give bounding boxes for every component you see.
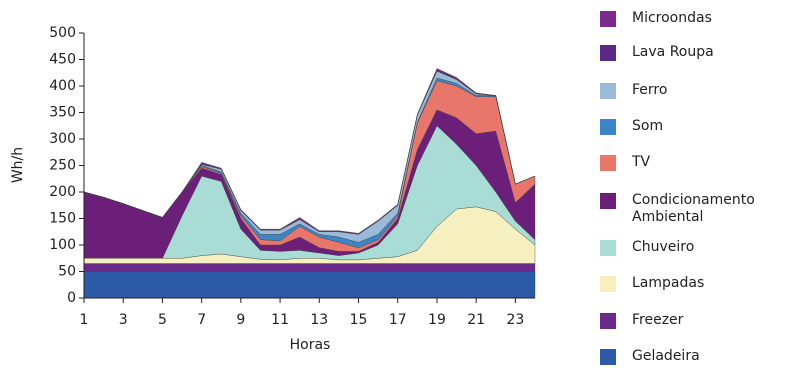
areas [83, 68, 536, 299]
x-tick-label: 17 [389, 312, 407, 328]
legend-label: Som [632, 118, 664, 134]
x-tick-label: 15 [350, 312, 368, 328]
y-tick-label: 450 [49, 52, 76, 68]
x-tick-label: 21 [467, 312, 485, 328]
legend-label: Microondas [632, 10, 712, 26]
legend-swatch [600, 193, 616, 209]
area [83, 263, 536, 272]
legend-item: Geladeira [600, 348, 782, 365]
x-tick-label: 9 [236, 312, 245, 328]
area [83, 68, 536, 235]
legend-swatch [600, 349, 616, 365]
legend-swatch [600, 276, 616, 292]
y-tick-label: 50 [58, 264, 76, 280]
x-tick-label: 23 [506, 312, 524, 328]
legend-swatch [600, 313, 616, 329]
y-axis-title: Wh/h [10, 147, 26, 183]
x-tick-label: 11 [271, 312, 289, 328]
legend-label: Geladeira [632, 348, 700, 364]
legend-item: Chuveiro [600, 239, 782, 256]
legend-item: TV [600, 154, 782, 171]
x-tick-label: 3 [119, 312, 128, 328]
area [83, 271, 536, 299]
legend-swatch [600, 11, 616, 27]
legend-label: TV [632, 154, 651, 170]
legend-label: Freezer [632, 312, 684, 328]
y-tick-label: 150 [49, 211, 76, 227]
legend-item: Condicionamento Ambiental [600, 192, 782, 226]
legend-item: Ferro [600, 82, 782, 99]
x-tick-label: 13 [310, 312, 328, 328]
y-tick-label: 0 [67, 290, 76, 306]
y-tick-label: 100 [49, 237, 76, 253]
legend-item: Freezer [600, 312, 782, 329]
x-tick-label: 5 [158, 312, 167, 328]
legend-label: Lava Roupa [632, 44, 714, 60]
legend-label: Condicionamento Ambiental [632, 192, 755, 225]
y-tick-label: 200 [49, 184, 76, 200]
legend-item: Lampadas [600, 275, 782, 292]
legend-item: Microondas [600, 10, 782, 27]
x-tick-label: 7 [197, 312, 206, 328]
x-tick-label: 1 [80, 312, 89, 328]
y-tick-label: 350 [49, 105, 76, 121]
legend-swatch [600, 155, 616, 171]
legend-item: Lava Roupa [600, 44, 782, 61]
legend-label: Chuveiro [632, 239, 695, 255]
legend-label: Lampadas [632, 275, 705, 291]
y-tick-label: 300 [49, 131, 76, 147]
legend-item: Som [600, 118, 782, 135]
legend-swatch [600, 119, 616, 135]
legend-swatch [600, 240, 616, 256]
x-axis-title: Horas [290, 337, 331, 353]
x-tick-label: 19 [428, 312, 446, 328]
legend-label: Ferro [632, 82, 668, 98]
legend-swatch [600, 45, 616, 61]
y-tick-label: 500 [49, 25, 76, 41]
y-tick-label: 400 [49, 78, 76, 94]
y-tick-label: 250 [49, 158, 76, 174]
legend-swatch [600, 83, 616, 99]
